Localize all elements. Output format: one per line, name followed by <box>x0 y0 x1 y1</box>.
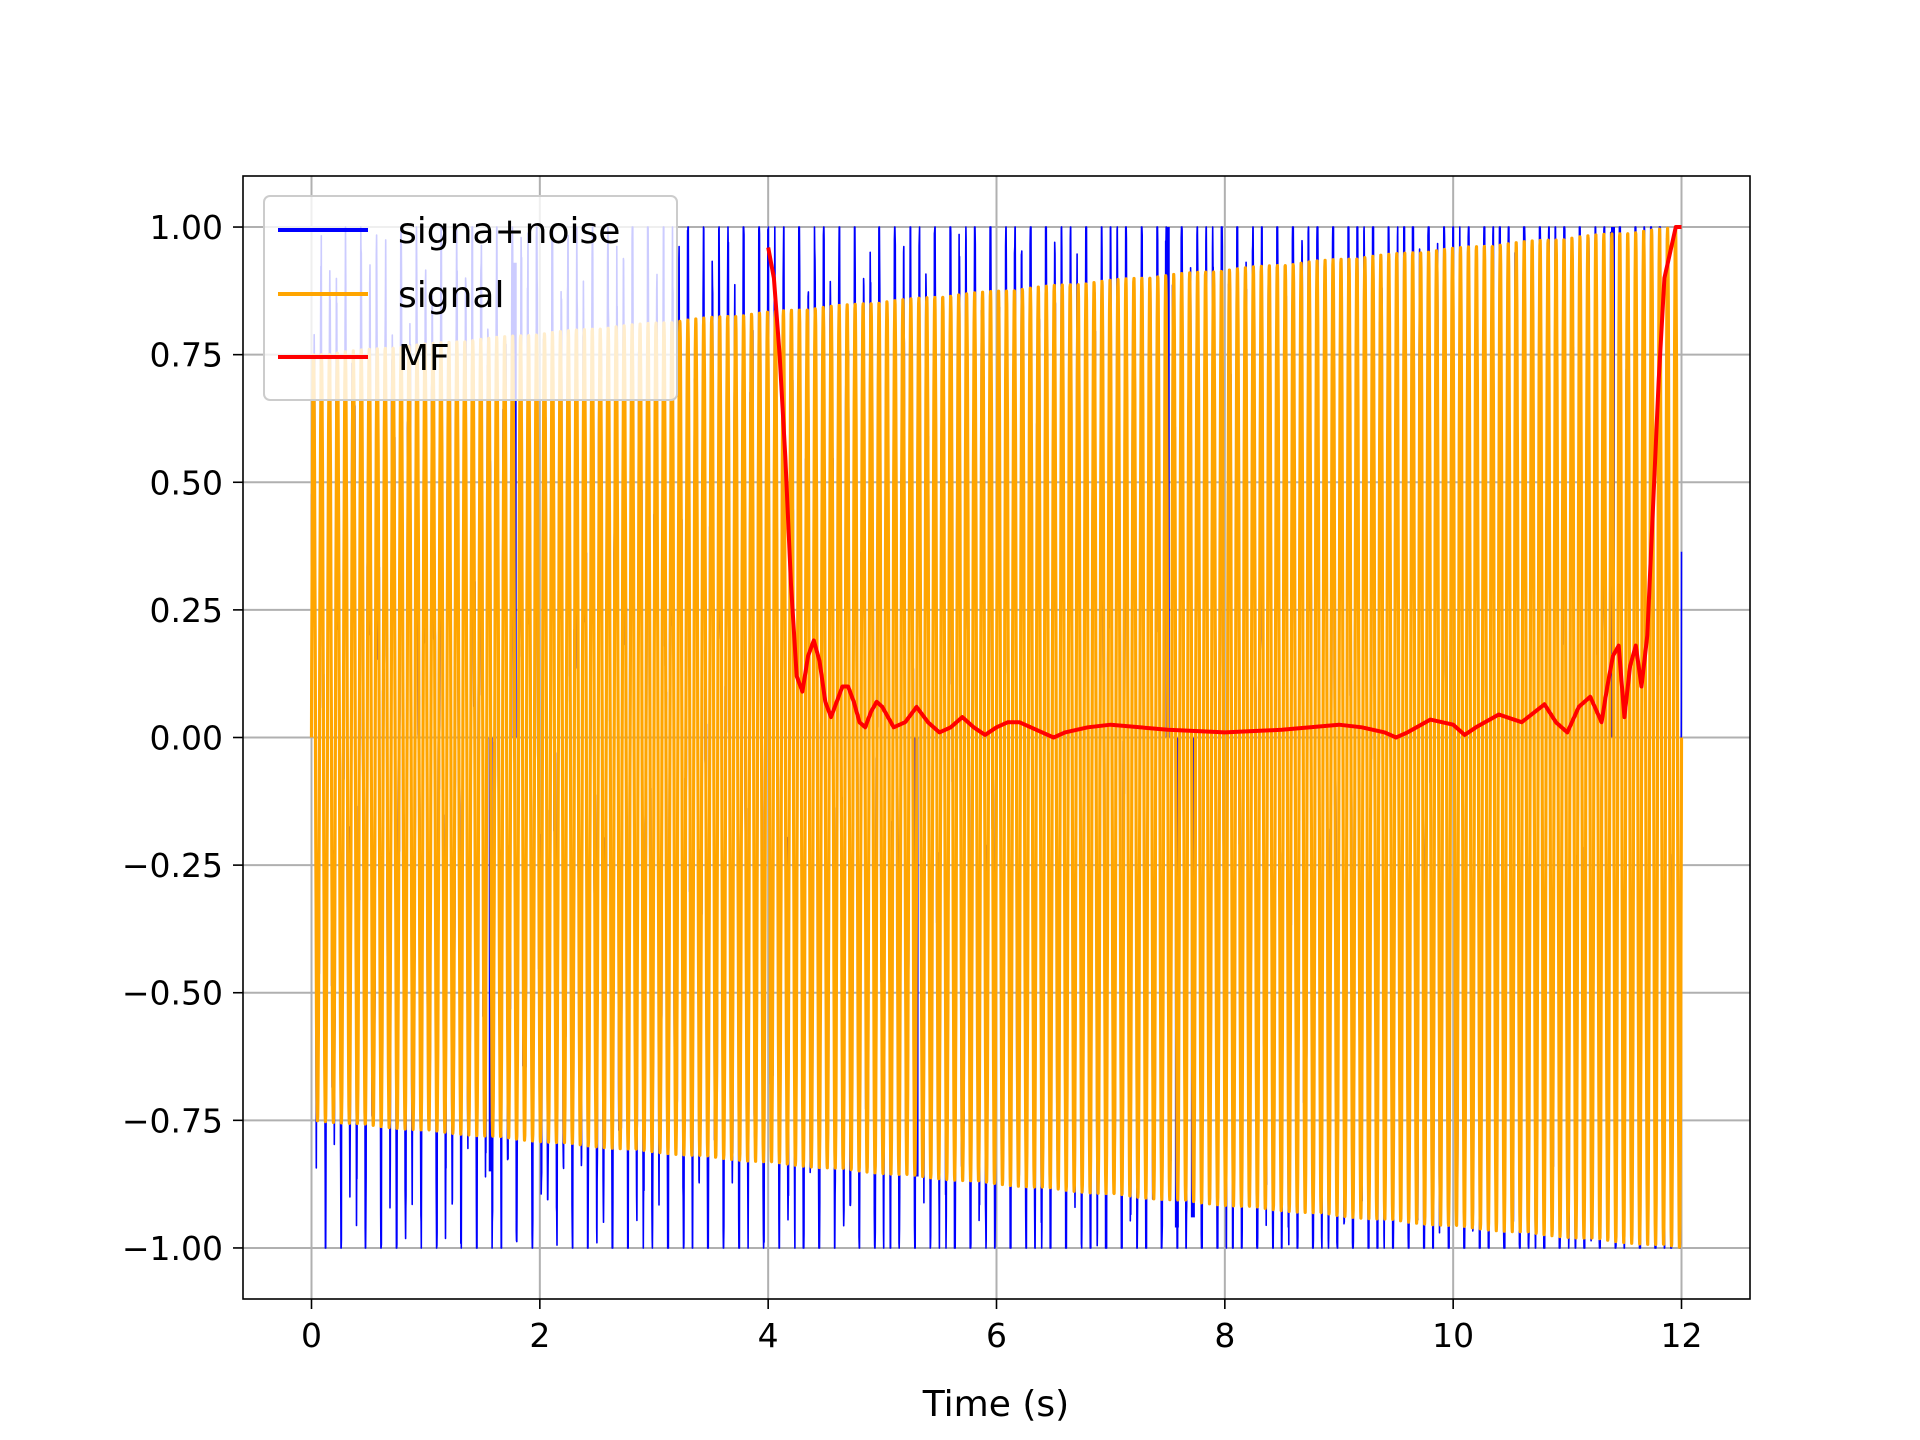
y-tick-label: 0.00 <box>150 719 223 758</box>
y-tick-label: 0.25 <box>150 591 223 630</box>
x-tick-label: 10 <box>1432 1316 1474 1355</box>
ticks: 0 2 4 6 8 10 12 1.00 0.75 0.50 0.25 0.00 −0.25 −0.50 −… <box>122 208 1703 1355</box>
x-tick-label: 4 <box>758 1316 779 1355</box>
y-tick-label: 0.75 <box>150 336 223 375</box>
y-tick-label: 1.00 <box>150 208 223 247</box>
legend-label-signal: signal <box>398 275 505 316</box>
x-axis-label: Time (s) <box>922 1384 1069 1425</box>
x-tick-label: 0 <box>301 1316 322 1355</box>
y-tick-label: −0.75 <box>122 1101 223 1140</box>
x-tick-label: 8 <box>1214 1316 1235 1355</box>
x-tick-label: 2 <box>529 1316 550 1355</box>
series-signal-line <box>309 226 1684 1249</box>
series-mf-line <box>766 225 1682 740</box>
y-tick-label: −0.25 <box>122 846 223 885</box>
y-tick-label: −0.50 <box>122 974 223 1013</box>
legend-label-mf: MF <box>398 338 450 379</box>
x-tick-label: 12 <box>1661 1316 1703 1355</box>
legend-box <box>263 195 678 401</box>
x-tick-label: 6 <box>986 1316 1007 1355</box>
y-tick-label: 0.50 <box>150 463 223 502</box>
legend-label-signa-noise: signa+noise <box>398 211 620 252</box>
y-tick-label: −1.00 <box>122 1229 223 1268</box>
legend: signa+noise signal MF <box>263 195 678 401</box>
